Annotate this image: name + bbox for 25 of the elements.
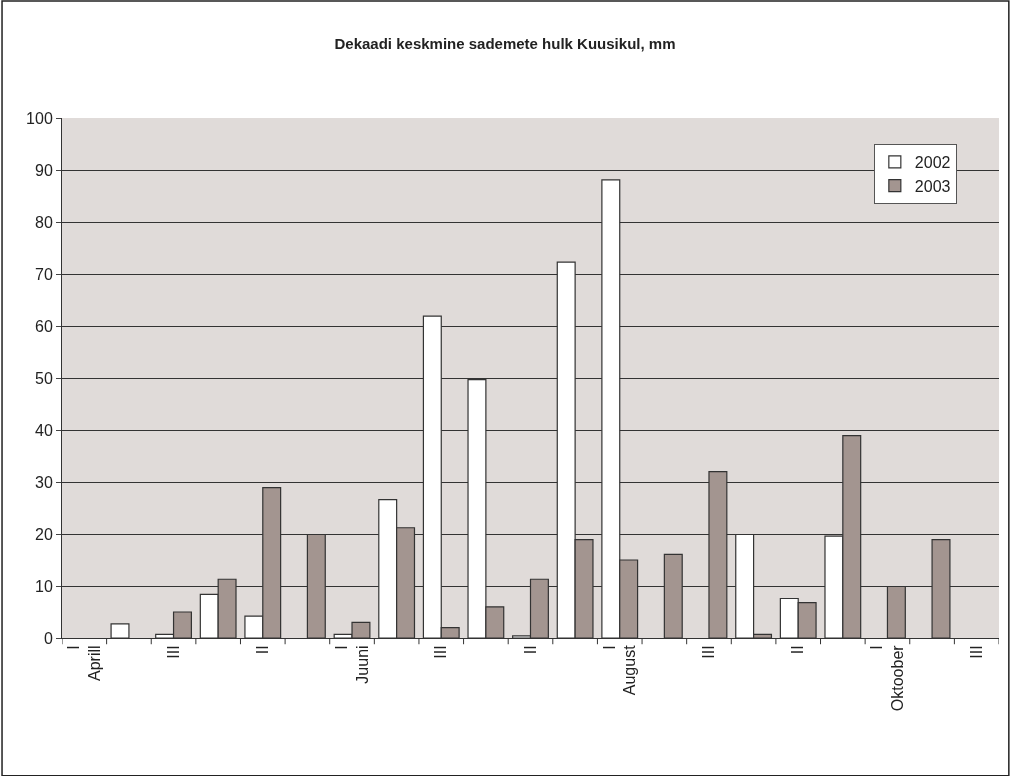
x-tick-label: III [432, 645, 450, 659]
x-tick-label: II [521, 645, 539, 655]
x-tick-label: III [967, 645, 985, 659]
y-tick-label: 90 [35, 161, 53, 179]
x-tick-label: III [164, 645, 182, 659]
x-tick-label: I Juuni [332, 645, 371, 684]
y-tick-label: 30 [35, 473, 53, 491]
y-tick-label: 80 [35, 213, 53, 231]
x-tick-label: I August [600, 644, 639, 696]
y-tick-label: 100 [26, 109, 53, 127]
y-tick-label: 0 [43, 629, 53, 647]
y-tick-label: 10 [35, 577, 53, 595]
y-tick-label: 20 [35, 525, 53, 543]
x-tick-label: II [253, 645, 271, 655]
legend-label: 2002 [914, 154, 951, 172]
y-tick-label: 50 [35, 369, 53, 387]
x-tick-label: III [700, 645, 718, 659]
x-tick-label: I Oktoober [868, 644, 907, 712]
legend-label: 2003 [914, 177, 951, 195]
y-tick-label: 60 [35, 317, 53, 335]
x-tick-label: II [789, 645, 807, 655]
y-tick-label: 70 [35, 265, 53, 283]
x-tick-label: I Aprill [65, 645, 103, 681]
y-tick-label: 40 [35, 421, 53, 439]
chart-title: Dekaadi keskmine sademete hulk Kuusikul, mm [334, 35, 676, 53]
